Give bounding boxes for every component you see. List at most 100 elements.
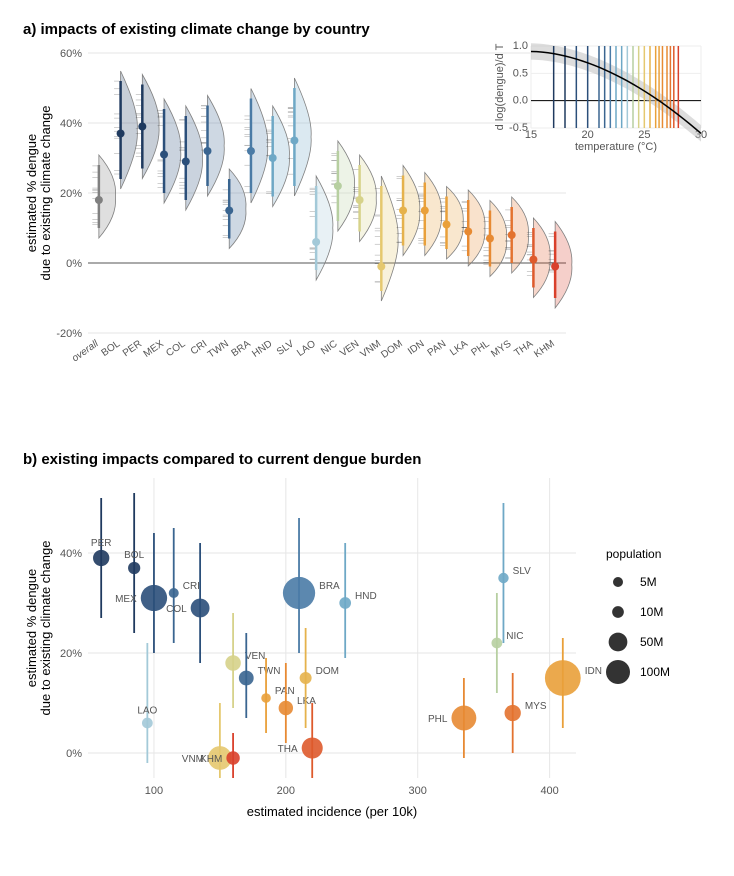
svg-text:PHL: PHL bbox=[469, 338, 492, 358]
point-PAN bbox=[261, 693, 271, 703]
svg-text:LAO: LAO bbox=[295, 338, 318, 359]
mean-point-LAO bbox=[312, 238, 320, 246]
svg-text:20%: 20% bbox=[60, 648, 82, 660]
svg-text:40%: 40% bbox=[60, 118, 82, 130]
violin-IDN bbox=[425, 173, 442, 256]
svg-text:SLV: SLV bbox=[275, 338, 296, 358]
mean-point-PER bbox=[138, 123, 146, 131]
svg-text:THA: THA bbox=[512, 338, 535, 359]
point-NIC bbox=[491, 638, 502, 649]
svg-text:VNM: VNM bbox=[359, 338, 384, 360]
svg-text:200: 200 bbox=[277, 785, 295, 797]
point-THA bbox=[302, 737, 323, 758]
label-SLV: SLV bbox=[513, 566, 531, 577]
svg-text:1.0: 1.0 bbox=[513, 40, 528, 52]
point-MEX bbox=[141, 585, 167, 611]
svg-text:d log(dengue)/d T: d log(dengue)/d T bbox=[494, 43, 506, 130]
mean-point-COL bbox=[182, 158, 190, 166]
mean-point-PHL bbox=[486, 235, 494, 243]
mean-point-VEN bbox=[356, 196, 364, 204]
violin-overall bbox=[99, 155, 116, 238]
point-KHM bbox=[226, 751, 239, 764]
svg-text:estimated incidence (per 10k): estimated incidence (per 10k) bbox=[247, 804, 418, 819]
mean-point-IDN bbox=[421, 207, 429, 215]
label-BOL: BOL bbox=[124, 550, 144, 561]
svg-text:25: 25 bbox=[638, 129, 650, 141]
point-SLV bbox=[498, 573, 508, 583]
point-COL bbox=[191, 599, 210, 618]
label-NIC: NIC bbox=[506, 631, 523, 642]
mean-point-MEX bbox=[160, 151, 168, 159]
mean-point-CRI bbox=[204, 147, 212, 155]
legend-title: population bbox=[606, 547, 661, 561]
svg-text:PAN: PAN bbox=[426, 338, 449, 358]
panel-a-title: a) impacts of existing climate change by… bbox=[23, 21, 370, 38]
svg-text:NIC: NIC bbox=[319, 338, 339, 357]
violin-SLV bbox=[294, 78, 311, 196]
point-DOM bbox=[300, 672, 312, 684]
point-CRI bbox=[169, 588, 179, 598]
label-TWN: TWN bbox=[258, 666, 281, 677]
mean-point-NIC bbox=[334, 182, 342, 190]
svg-text:BRA: BRA bbox=[230, 338, 253, 359]
point-HND bbox=[339, 597, 351, 609]
svg-text:BOL: BOL bbox=[100, 338, 123, 359]
svg-text:0.5: 0.5 bbox=[513, 67, 528, 79]
mean-point-BOL bbox=[117, 130, 125, 138]
label-LAO: LAO bbox=[137, 706, 157, 717]
violin-LAO bbox=[316, 176, 333, 280]
point-LAO bbox=[142, 718, 153, 729]
label-BRA: BRA bbox=[319, 581, 340, 592]
mean-point-TWN bbox=[225, 207, 233, 215]
svg-text:due to existing climate change: due to existing climate change bbox=[38, 541, 53, 716]
svg-text:CRI: CRI bbox=[189, 338, 209, 357]
label-LKA: LKA bbox=[297, 696, 316, 707]
label-PAN: PAN bbox=[275, 686, 295, 697]
mean-point-BRA bbox=[247, 147, 255, 155]
label-IDN: IDN bbox=[585, 666, 602, 677]
label-VEN: VEN bbox=[245, 651, 266, 662]
svg-text:-20%: -20% bbox=[56, 328, 82, 340]
label-HND: HND bbox=[355, 591, 377, 602]
mean-point-LKA bbox=[464, 228, 472, 236]
svg-text:20: 20 bbox=[582, 129, 594, 141]
label-MYS: MYS bbox=[525, 701, 547, 712]
mean-point-KHM bbox=[551, 263, 559, 271]
mean-point-DOM bbox=[399, 207, 407, 215]
violin-CRI bbox=[208, 96, 225, 197]
point-PER bbox=[93, 550, 109, 566]
legend-size-label: 50M bbox=[640, 635, 663, 649]
svg-text:IDN: IDN bbox=[406, 338, 426, 357]
svg-text:400: 400 bbox=[540, 785, 558, 797]
mean-point-SLV bbox=[290, 137, 298, 145]
mean-point-THA bbox=[529, 256, 537, 264]
svg-text:KHM: KHM bbox=[532, 338, 557, 360]
svg-text:overall: overall bbox=[70, 338, 101, 364]
label-PER: PER bbox=[91, 538, 112, 549]
point-MYS bbox=[505, 705, 521, 721]
label-MEX: MEX bbox=[115, 594, 137, 605]
violin-BOL bbox=[121, 71, 138, 189]
svg-text:20%: 20% bbox=[60, 188, 82, 200]
svg-text:COL: COL bbox=[164, 338, 188, 359]
svg-text:100: 100 bbox=[145, 785, 163, 797]
label-COL: COL bbox=[166, 604, 187, 615]
legend-size-label: 100M bbox=[640, 665, 670, 679]
point-TWN bbox=[239, 671, 254, 686]
legend-size-label: 5M bbox=[640, 575, 657, 589]
legend-size-dot bbox=[612, 606, 624, 618]
svg-text:40%: 40% bbox=[60, 548, 82, 560]
point-PHL bbox=[451, 706, 476, 731]
svg-text:MEX: MEX bbox=[142, 338, 166, 360]
label-KHM: KHM bbox=[200, 754, 222, 765]
svg-text:HND: HND bbox=[250, 338, 274, 359]
legend-size-label: 10M bbox=[640, 605, 663, 619]
svg-text:TWN: TWN bbox=[206, 338, 231, 360]
svg-text:estimated % dengue: estimated % dengue bbox=[24, 569, 39, 688]
mean-point-MYS bbox=[508, 231, 516, 239]
point-BOL bbox=[128, 562, 140, 574]
svg-text:due to existing climate change: due to existing climate change bbox=[38, 106, 53, 281]
svg-text:0.0: 0.0 bbox=[513, 95, 528, 107]
svg-text:0%: 0% bbox=[66, 258, 82, 270]
violin-LKA bbox=[468, 190, 485, 266]
